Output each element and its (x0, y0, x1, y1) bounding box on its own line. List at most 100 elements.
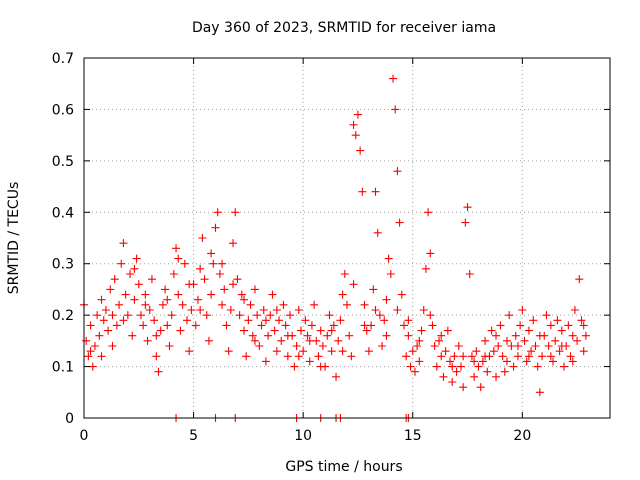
data-point (270, 326, 279, 335)
data-point (235, 311, 244, 320)
data-point (329, 321, 338, 330)
data-point (327, 347, 336, 356)
data-point (347, 352, 356, 361)
data-point (108, 342, 117, 350)
data-point (264, 331, 273, 340)
data-point (498, 352, 507, 361)
data-point (380, 316, 389, 325)
data-point (553, 316, 562, 325)
data-point (557, 342, 566, 350)
data-point (200, 275, 209, 284)
data-point (448, 362, 457, 371)
data-point (277, 336, 286, 345)
data-point (430, 342, 439, 350)
data-point (375, 311, 384, 320)
data-point (549, 357, 558, 366)
data-point (349, 280, 358, 289)
data-point (356, 146, 365, 155)
data-point (202, 311, 211, 320)
data-point (110, 275, 119, 284)
data-point (115, 300, 124, 309)
data-point (522, 357, 531, 366)
data-point (568, 357, 577, 366)
data-point (101, 306, 110, 314)
data-point (421, 264, 430, 273)
data-point (86, 347, 95, 356)
data-point (579, 321, 588, 330)
y-tick-label: 0.5 (52, 154, 74, 170)
data-point (143, 336, 152, 345)
data-point (152, 331, 161, 340)
data-point (397, 290, 406, 299)
data-point (229, 239, 238, 248)
data-point (198, 234, 207, 242)
data-point (483, 367, 492, 376)
data-point (108, 311, 117, 320)
data-point (204, 336, 213, 345)
data-point (546, 321, 555, 330)
data-point (459, 383, 468, 392)
data-point (207, 290, 216, 299)
data-point (410, 367, 419, 376)
data-point (327, 326, 336, 335)
data-point (183, 316, 192, 325)
data-point (193, 295, 202, 304)
data-point (174, 254, 183, 263)
data-point (244, 316, 253, 325)
x-tick-label: 5 (189, 428, 198, 444)
data-point (542, 311, 551, 320)
data-point (476, 383, 485, 392)
data-point (389, 74, 398, 83)
data-point (112, 321, 121, 330)
y-tick-label: 0.1 (52, 360, 74, 376)
data-point (130, 264, 139, 273)
data-point (294, 352, 303, 361)
data-point (520, 336, 529, 345)
data-point (529, 316, 538, 325)
data-point (391, 105, 400, 114)
data-point (406, 362, 415, 371)
data-point (345, 331, 354, 340)
data-point (446, 357, 455, 366)
data-point (174, 290, 183, 299)
data-point (233, 275, 242, 284)
data-point (220, 285, 229, 294)
data-point (581, 331, 590, 340)
data-point (393, 306, 402, 314)
y-tick-label: 0.7 (52, 51, 74, 67)
data-point (364, 347, 373, 356)
data-point (415, 336, 424, 345)
data-point (505, 311, 514, 320)
x-tick-label: 0 (80, 428, 89, 444)
data-point (402, 352, 411, 361)
data-point (224, 347, 233, 356)
data-point (551, 336, 560, 345)
data-point (579, 347, 588, 356)
data-point (474, 362, 483, 371)
tick-layer: 0 0.1 0.2 0.3 0.4 0.5 0.6 0.7 0 5 10 15 20 (52, 51, 610, 444)
data-point (415, 357, 424, 366)
data-point (163, 321, 172, 330)
data-point (239, 295, 248, 304)
data-point (141, 290, 150, 299)
data-point (384, 254, 393, 263)
data-point (150, 316, 159, 325)
data-point (437, 331, 446, 340)
data-point (187, 306, 196, 314)
data-point (378, 342, 387, 350)
data-point (283, 352, 292, 361)
data-point (93, 311, 102, 320)
data-point (509, 362, 518, 371)
grid-layer (84, 58, 610, 418)
y-tick-label: 0.6 (52, 102, 74, 118)
data-point (343, 300, 351, 309)
data-point (577, 316, 586, 325)
data-point (191, 321, 200, 330)
data-point (307, 321, 316, 330)
data-point (382, 295, 391, 304)
data-point (575, 275, 584, 284)
data-point (169, 270, 178, 278)
data-point (218, 259, 227, 268)
data-point (97, 295, 106, 304)
data-point (305, 336, 314, 345)
